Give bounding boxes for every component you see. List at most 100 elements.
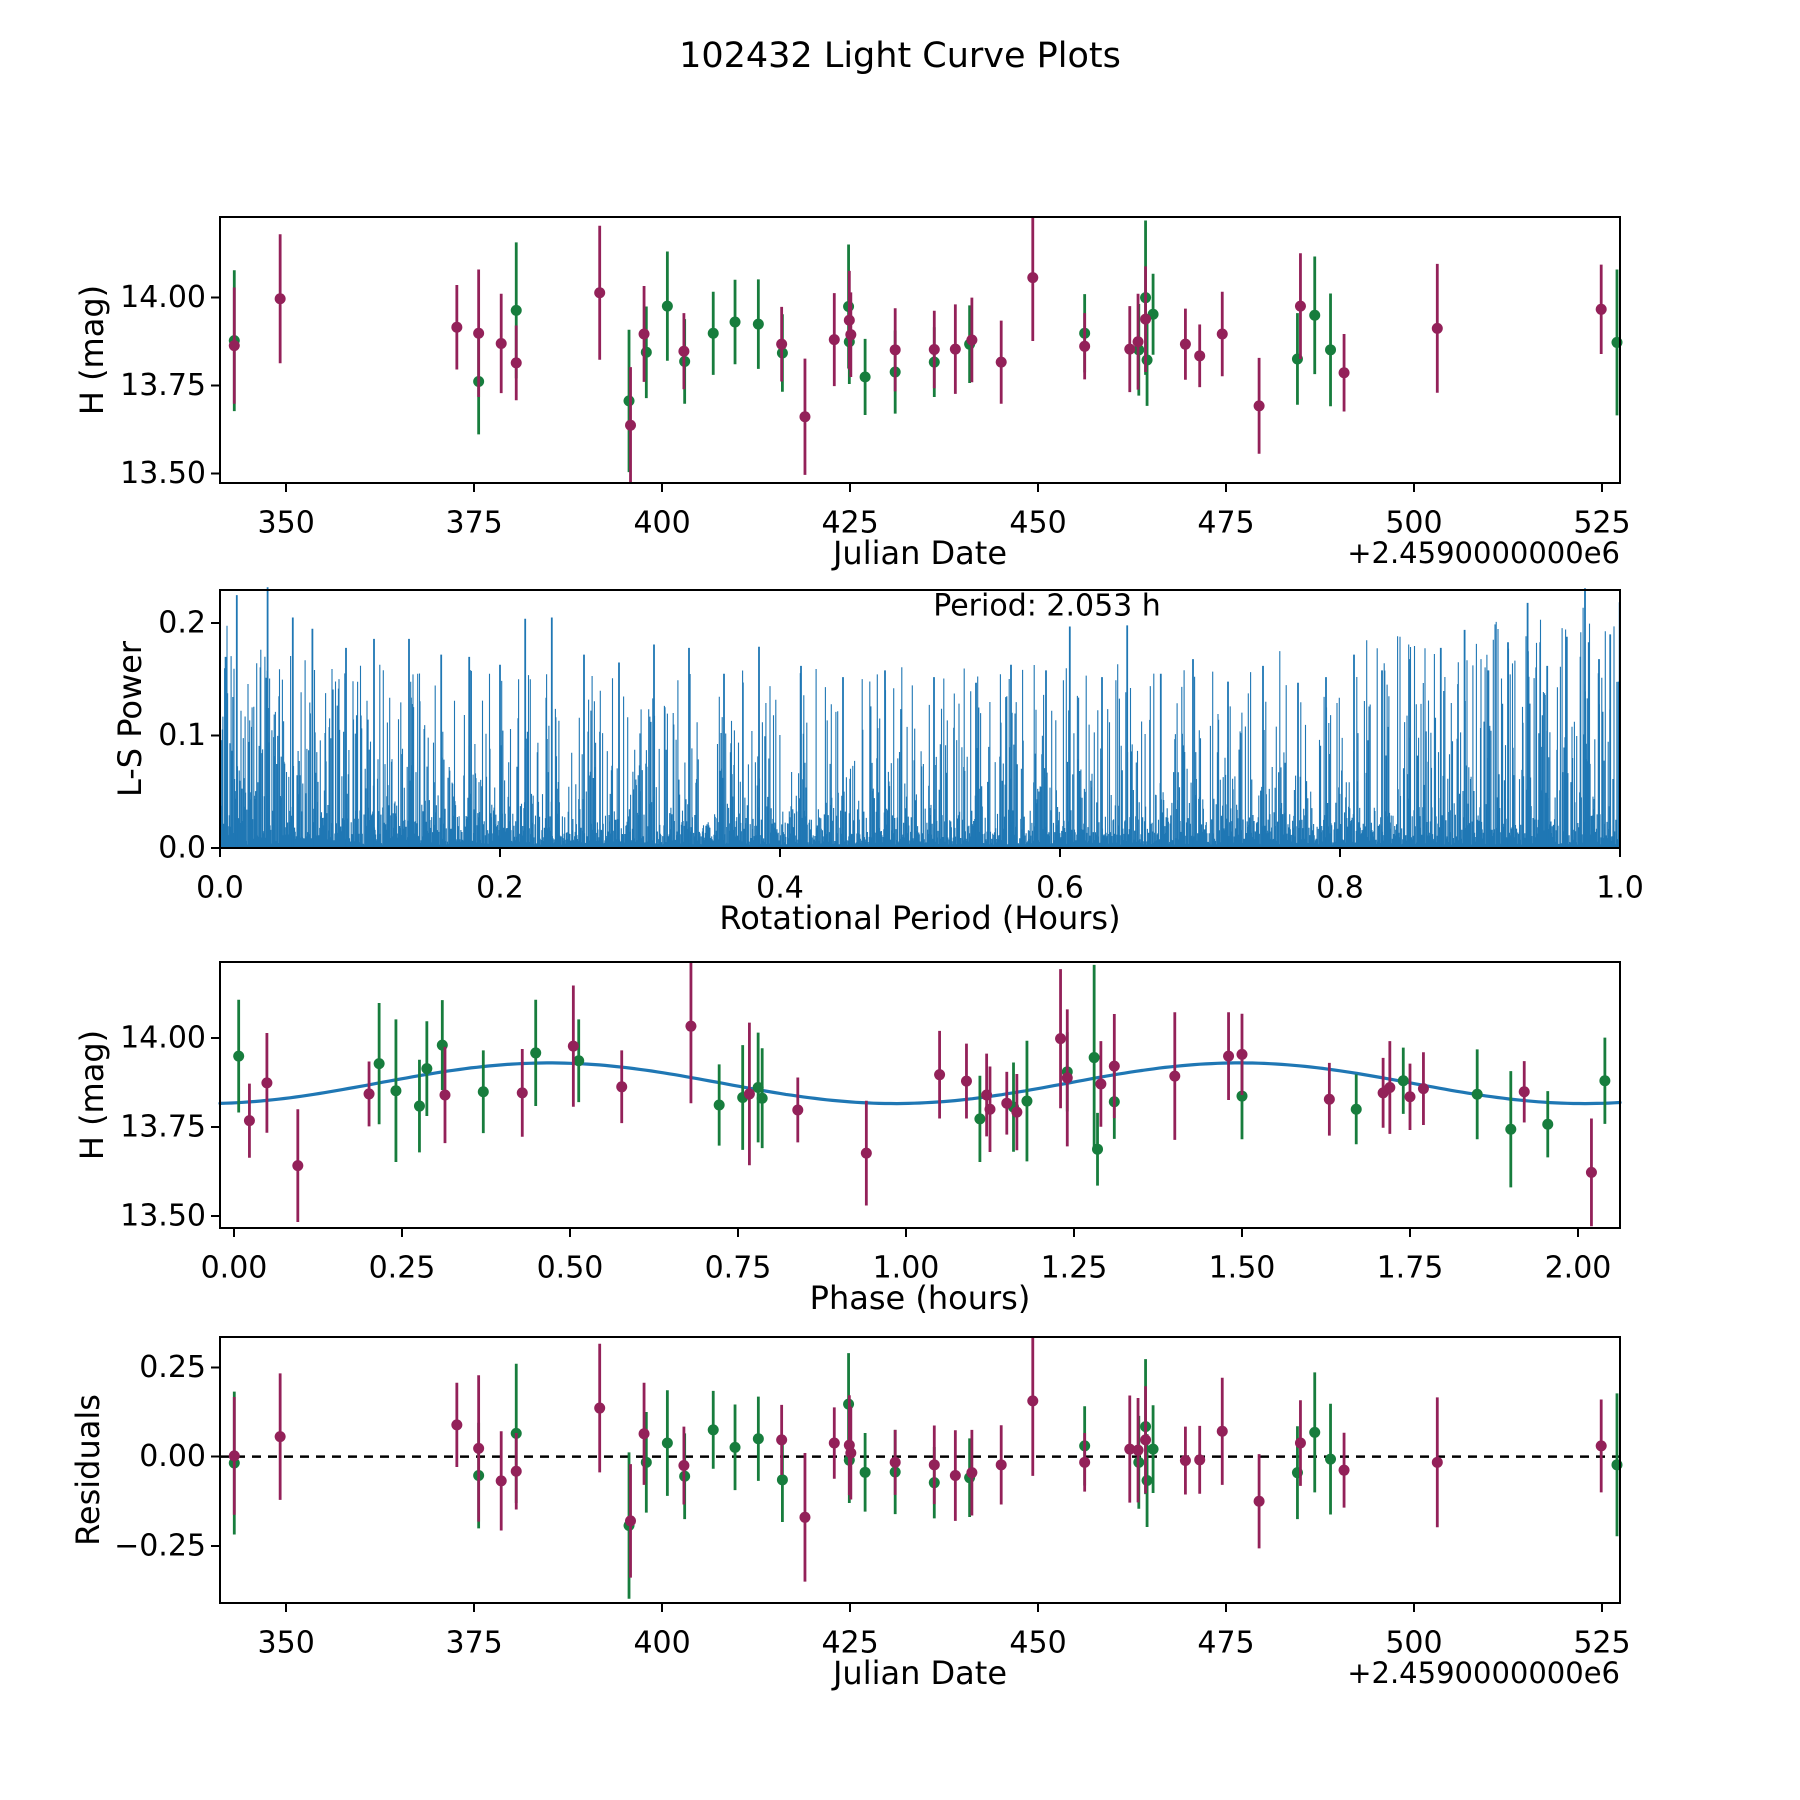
periodogram-peaks xyxy=(224,587,1620,848)
data-point xyxy=(1223,1050,1235,1062)
axes-frame xyxy=(219,216,1621,484)
x-tick-label: 450 xyxy=(1009,506,1066,541)
x-axis-label: Phase (hours) xyxy=(810,1279,1031,1317)
data-point xyxy=(1124,343,1136,355)
data-point xyxy=(1294,1437,1306,1449)
data-point xyxy=(707,1424,719,1436)
x-tick-label: 450 xyxy=(1009,1626,1066,1661)
series-maroon-band xyxy=(228,217,1607,483)
data-point xyxy=(707,327,719,339)
data-point xyxy=(243,1115,255,1127)
y-tick-label: 13.75 xyxy=(120,368,206,403)
series-green-band xyxy=(228,220,1623,473)
x-tick-label: 1.0 xyxy=(1596,871,1644,906)
data-point xyxy=(661,300,673,312)
data-point xyxy=(439,1089,451,1101)
data-point xyxy=(1132,1444,1144,1456)
data-point xyxy=(638,1428,650,1440)
x-tick-label: 0.4 xyxy=(756,871,804,906)
data-point xyxy=(274,293,286,305)
x-tick-label: 1.25 xyxy=(1041,1251,1108,1286)
x-tick-label: 400 xyxy=(633,1626,690,1661)
data-point xyxy=(228,1450,240,1462)
data-point xyxy=(594,1402,606,1414)
data-point xyxy=(516,1087,528,1099)
series-green-band xyxy=(233,964,1611,1188)
data-point xyxy=(995,356,1007,368)
y-tick-label: 0.00 xyxy=(139,1439,206,1474)
x-tick-label: 0.8 xyxy=(1316,871,1364,906)
y-axis-label: H (mag) xyxy=(73,1030,111,1160)
data-point xyxy=(421,1063,433,1075)
data-point xyxy=(1140,1434,1152,1446)
data-point xyxy=(974,1113,986,1125)
data-point xyxy=(1338,367,1350,379)
data-point xyxy=(1309,1426,1321,1438)
data-point xyxy=(638,328,650,340)
data-point xyxy=(1027,1395,1039,1407)
data-point xyxy=(1216,328,1228,340)
data-point xyxy=(776,338,788,350)
data-point xyxy=(752,318,764,330)
data-point xyxy=(1404,1091,1416,1103)
y-axis-label: H (mag) xyxy=(73,285,111,415)
data-point xyxy=(995,1459,1007,1471)
data-point xyxy=(1179,1455,1191,1467)
data-point xyxy=(934,1069,946,1081)
data-point xyxy=(1236,1048,1248,1060)
data-point xyxy=(1169,1070,1181,1082)
data-point xyxy=(1141,354,1153,366)
data-point xyxy=(274,1431,286,1443)
data-point xyxy=(859,1466,871,1478)
x-tick-label: 350 xyxy=(258,1626,315,1661)
period-annotation: Period: 2.053 h xyxy=(933,589,1161,624)
x-tick-label: 0.25 xyxy=(369,1251,436,1286)
x-tick-label: 2.00 xyxy=(1545,1251,1612,1286)
data-point xyxy=(966,334,978,346)
y-tick-label: 0.1 xyxy=(158,718,206,753)
data-point xyxy=(1325,344,1337,356)
data-point xyxy=(1325,1453,1337,1465)
x-tick-label: 0.50 xyxy=(537,1251,604,1286)
data-point xyxy=(776,1474,788,1486)
data-point xyxy=(845,329,857,341)
data-point xyxy=(1236,1090,1248,1102)
data-point xyxy=(625,1515,637,1527)
data-point xyxy=(1338,1464,1350,1476)
axes-frame xyxy=(219,1336,1621,1604)
data-point xyxy=(477,1086,489,1098)
data-point xyxy=(1088,1052,1100,1064)
data-point xyxy=(625,419,637,431)
y-tick-label: 0.25 xyxy=(139,1350,206,1385)
y-tick-label: 0.2 xyxy=(158,606,206,641)
data-point xyxy=(292,1160,304,1172)
data-point xyxy=(1179,338,1191,350)
data-point xyxy=(1055,1033,1067,1045)
data-point xyxy=(495,1475,507,1487)
data-point xyxy=(1021,1095,1033,1107)
data-point xyxy=(1431,322,1443,334)
x-axis-label: Julian Date xyxy=(831,1654,1007,1692)
data-point xyxy=(640,1456,652,1468)
x-tick-label: 0.0 xyxy=(196,871,244,906)
x-tick-label: 425 xyxy=(821,506,878,541)
data-point xyxy=(1216,1425,1228,1437)
data-point xyxy=(1079,340,1091,352)
data-point xyxy=(799,411,811,423)
data-point xyxy=(390,1085,402,1097)
x-tick-label: 350 xyxy=(258,506,315,541)
y-tick-label: 14.00 xyxy=(120,280,206,315)
data-point xyxy=(1417,1083,1429,1095)
data-point xyxy=(261,1077,273,1089)
data-point xyxy=(495,337,507,349)
axes-frame xyxy=(219,589,1621,849)
data-point xyxy=(1471,1088,1483,1100)
data-point xyxy=(756,1092,768,1104)
data-point xyxy=(984,1103,996,1115)
y-axis-label: Residuals xyxy=(69,1394,107,1546)
lc-panel: 350 375 400 425 450 475 500 525 13.50 13.75 14.00 J… xyxy=(73,216,1631,572)
data-point xyxy=(792,1104,804,1116)
x-axis-offset-label: +2.4590000000e6 xyxy=(1347,1656,1620,1690)
y-tick-label: −0.25 xyxy=(114,1528,206,1563)
y-tick-label: 0.0 xyxy=(158,831,206,866)
